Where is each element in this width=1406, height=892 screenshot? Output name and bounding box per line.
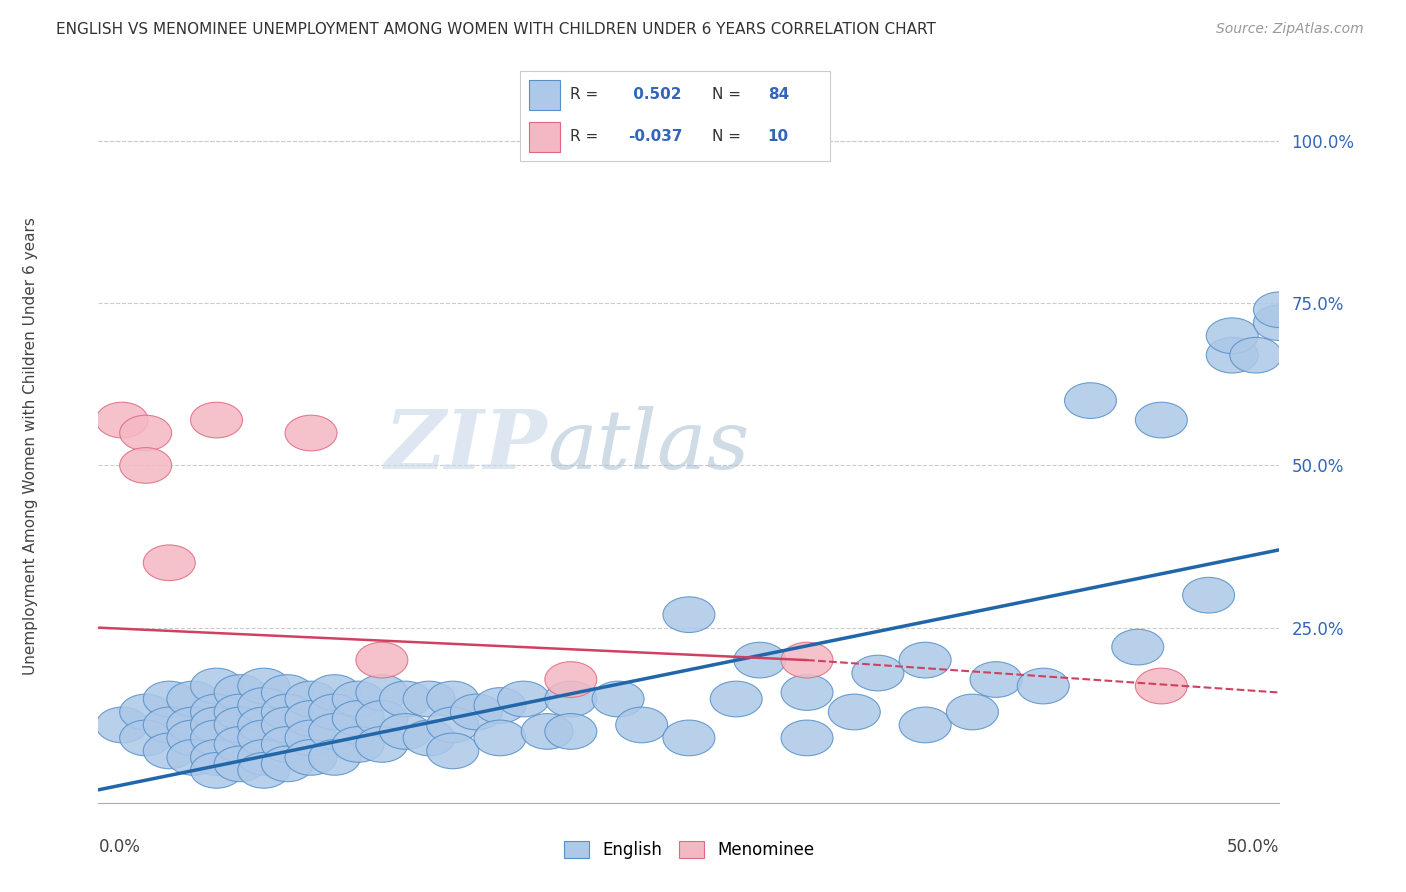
Text: ZIP: ZIP	[385, 406, 547, 486]
FancyBboxPatch shape	[530, 80, 561, 110]
Text: 50.0%: 50.0%	[1227, 838, 1279, 856]
Text: 0.0%: 0.0%	[98, 838, 141, 856]
Text: 10: 10	[768, 129, 789, 144]
Text: N =: N =	[711, 129, 741, 144]
Text: R =: R =	[569, 87, 598, 102]
Text: atlas: atlas	[547, 406, 749, 486]
Text: R =: R =	[569, 129, 598, 144]
Text: Source: ZipAtlas.com: Source: ZipAtlas.com	[1216, 22, 1364, 37]
Text: ENGLISH VS MENOMINEE UNEMPLOYMENT AMONG WOMEN WITH CHILDREN UNDER 6 YEARS CORREL: ENGLISH VS MENOMINEE UNEMPLOYMENT AMONG …	[56, 22, 936, 37]
Text: N =: N =	[711, 87, 741, 102]
FancyBboxPatch shape	[530, 122, 561, 152]
Text: -0.037: -0.037	[628, 129, 683, 144]
Text: 84: 84	[768, 87, 789, 102]
Text: Unemployment Among Women with Children Under 6 years: Unemployment Among Women with Children U…	[24, 217, 38, 675]
Text: 0.502: 0.502	[628, 87, 682, 102]
Legend: English, Menominee: English, Menominee	[557, 834, 821, 866]
